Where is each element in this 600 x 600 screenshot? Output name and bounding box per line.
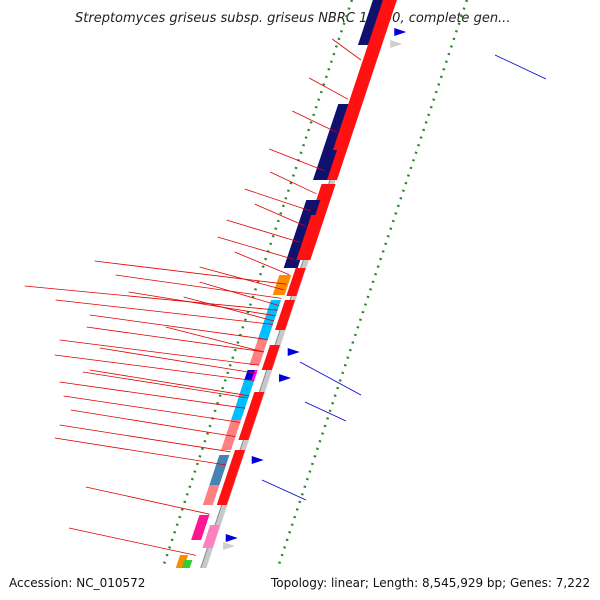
strand-marker [287, 348, 300, 356]
strand-marker [279, 374, 292, 382]
gene-feature [191, 515, 210, 540]
leader-line-left [89, 314, 268, 340]
leader-line-left [89, 369, 250, 397]
leader-line-left [331, 38, 362, 61]
leader-line-left [183, 296, 275, 322]
leader-line-left [59, 339, 260, 366]
tick-track-inner [150, 0, 354, 600]
footer-bg [0, 568, 600, 600]
gene-box [359, 0, 397, 70]
gene-box [216, 450, 246, 505]
strand-marker [223, 542, 236, 550]
gene-box [349, 70, 374, 100]
leader-line-left [128, 291, 276, 317]
gene-box [202, 485, 220, 505]
leader-line-left [269, 148, 325, 171]
gene-feature [296, 215, 326, 260]
gene-box [296, 215, 326, 260]
leader-line-right [261, 479, 307, 501]
topology-text: Topology: linear; Length: 8,545,929 bp; … [270, 576, 590, 590]
leader-line-left [217, 236, 295, 260]
leader-line-left [70, 409, 236, 437]
gene-box [261, 345, 281, 370]
gene-box [249, 340, 268, 365]
map-title: Streptomyces griseus subsp. griseus NBRC… [75, 11, 510, 26]
gene-feature [202, 485, 220, 505]
gene-feature [175, 555, 189, 568]
gene-feature [312, 150, 337, 180]
gene-feature [221, 420, 242, 450]
leader-layer [24, 38, 547, 556]
leader-line-left [24, 285, 278, 311]
leader-line-left [54, 437, 227, 466]
gene-box [191, 515, 210, 540]
accession-text: Accession: NC_010572 [9, 576, 145, 590]
strand-marker [251, 456, 264, 464]
leader-line-left [292, 110, 337, 133]
leader-line-left [94, 260, 287, 285]
leader-line-left [270, 171, 317, 195]
tick-track-outer [265, 0, 469, 600]
gene-feature [286, 268, 306, 296]
gene-box [275, 300, 295, 330]
gene-feature [216, 450, 246, 505]
backbone-layer [150, 0, 469, 600]
leader-line-left [54, 354, 255, 381]
leader-line-left [59, 381, 246, 409]
gene-box [272, 275, 292, 295]
leader-line-left [226, 219, 301, 243]
leader-line-right [304, 401, 347, 422]
leader-line-left [63, 395, 241, 423]
gene-box [238, 392, 265, 440]
leader-line-left [199, 281, 280, 306]
leader-line-left [99, 347, 257, 374]
leader-line-left [234, 251, 290, 276]
leader-line-right [494, 54, 547, 80]
gene-feature [202, 525, 221, 548]
leader-line-left [309, 77, 349, 100]
gene-feature [359, 0, 397, 70]
gene-box [209, 455, 230, 485]
gene-feature [275, 300, 295, 330]
gene-feature [349, 70, 374, 100]
gene-box [312, 150, 337, 180]
gene-feature [249, 340, 268, 365]
strand-marker [394, 28, 407, 36]
leader-line-left [254, 203, 306, 227]
leader-line-left [55, 299, 273, 325]
leader-line-left [86, 326, 264, 353]
gene-box [221, 420, 242, 450]
leader-line-left [244, 188, 311, 212]
strand-marker [225, 534, 238, 542]
gene-feature [231, 380, 255, 420]
leader-line-left [85, 486, 210, 515]
gene-feature [238, 392, 265, 440]
leader-line-left [115, 274, 282, 299]
leader-line-left [165, 326, 264, 353]
gene-box [286, 268, 306, 296]
gene-box [202, 525, 221, 548]
strand-marker [390, 40, 403, 48]
gene-box [175, 555, 189, 568]
gene-feature [261, 345, 281, 370]
leader-line-left [59, 424, 231, 453]
gene-feature [272, 275, 292, 295]
gene-box [231, 380, 255, 420]
leader-line-left [68, 527, 197, 556]
leader-line-right [299, 361, 362, 396]
leader-line-left [82, 371, 249, 399]
gene-feature [209, 455, 230, 485]
feature-layer [175, 0, 407, 582]
